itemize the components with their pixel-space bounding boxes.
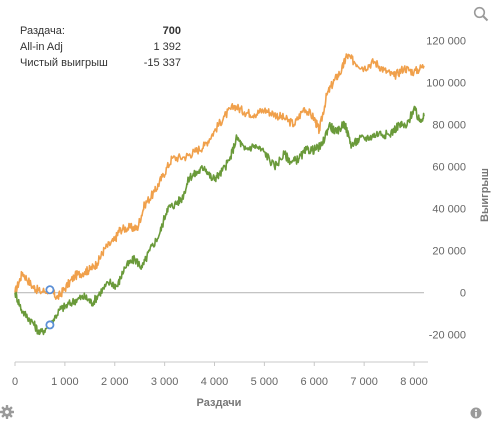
hover-marker-allin	[45, 285, 55, 295]
x-tick-label: 4 000	[201, 376, 229, 388]
y-tick-label: 100 000	[426, 78, 466, 90]
x-axis-title: Раздачи	[197, 397, 242, 409]
series-line-net	[14, 105, 425, 336]
y-tick-label: 0	[460, 288, 466, 300]
y-tick-label: 60 000	[432, 162, 466, 174]
info-icon[interactable]	[470, 404, 482, 423]
x-tick-label: 3 000	[151, 376, 179, 388]
hover-marker-net	[45, 320, 55, 330]
x-tick-label: 8 000	[400, 376, 428, 388]
y-tick-label: 80 000	[432, 120, 466, 132]
tooltip-allin-value: 1 392	[153, 41, 181, 53]
tooltip-hand-value: 700	[162, 25, 181, 37]
x-tick-label: 1 000	[51, 376, 79, 388]
series-line-allin	[14, 53, 425, 300]
tooltip-row-allin: All-in Adj 1 392	[20, 41, 181, 57]
tooltip-row-net: Чистый выигрыш -15 337	[20, 57, 181, 73]
tooltip-net-value: -15 337	[143, 57, 181, 69]
gear-icon[interactable]	[0, 404, 14, 423]
x-tick-label: 0	[12, 376, 18, 388]
y-tick-label: -20 000	[429, 330, 466, 342]
tooltip-net-label: Чистый выигрыш	[20, 57, 108, 69]
hover-tooltip: Раздача: 700 All-in Adj 1 392 Чистый выи…	[15, 23, 187, 73]
tooltip-hand-label: Раздача:	[20, 25, 65, 37]
tooltip-allin-label: All-in Adj	[20, 41, 63, 53]
x-tick-label: 5 000	[251, 376, 279, 388]
x-tick-label: 7 000	[350, 376, 378, 388]
y-tick-label: 40 000	[432, 204, 466, 216]
y-tick-label: 120 000	[426, 36, 466, 48]
x-tick-label: 2 000	[101, 376, 129, 388]
y-axis-title: Выигрыш	[479, 168, 491, 222]
tooltip-row-hand: Раздача: 700	[20, 25, 181, 41]
magnifier-icon[interactable]	[473, 6, 489, 26]
y-tick-label: 20 000	[432, 246, 466, 258]
x-tick-label: 6 000	[301, 376, 329, 388]
